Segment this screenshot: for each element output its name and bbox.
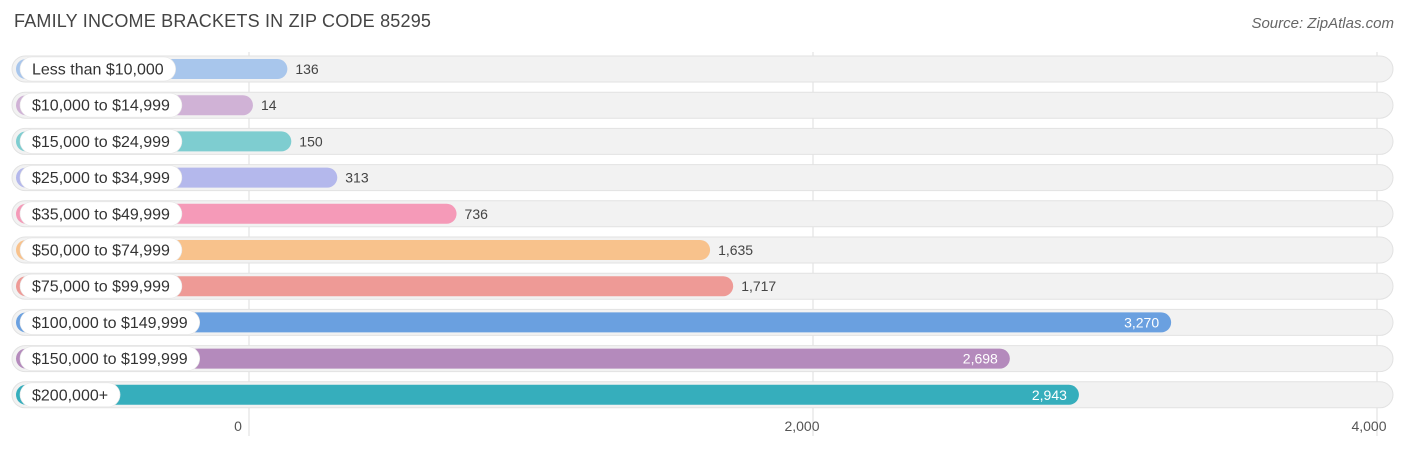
ticks-layer: 0 2,000 4,000 bbox=[234, 418, 1387, 434]
value-label: 736 bbox=[465, 206, 489, 222]
bar bbox=[16, 312, 1172, 333]
bar-track bbox=[11, 164, 1394, 192]
bar bbox=[16, 384, 1079, 405]
category-pill bbox=[19, 310, 201, 335]
category-pill bbox=[19, 201, 183, 227]
rows-layer: Less than $10,000 136 $10,000 to $14,999 14… bbox=[11, 55, 1394, 409]
bar-track bbox=[11, 127, 1394, 155]
chart-title: FAMILY INCOME BRACKETS IN ZIP CODE 85295 bbox=[14, 11, 432, 31]
value-label: 313 bbox=[345, 170, 369, 186]
value-label: 2,698 bbox=[963, 351, 998, 367]
chart-source: Source: ZipAtlas.com bbox=[1251, 15, 1394, 32]
category-pill bbox=[19, 56, 176, 82]
x-tick-label: 2,000 bbox=[784, 418, 819, 434]
value-label: 3,270 bbox=[1124, 314, 1159, 330]
bar bbox=[16, 276, 734, 297]
category-label: Less than $10,000 bbox=[32, 62, 164, 79]
bar-row: $25,000 to $34,999 313 bbox=[11, 164, 1394, 192]
category-pill bbox=[19, 346, 201, 371]
bar-row: Less than $10,000 136 bbox=[11, 55, 1394, 83]
category-pill bbox=[19, 382, 121, 408]
value-label: 150 bbox=[299, 133, 323, 149]
value-label: 1,717 bbox=[741, 278, 776, 294]
bar-track bbox=[11, 91, 1394, 119]
bar-row: $200,000+ 2,943 bbox=[11, 381, 1394, 409]
category-label: $15,000 to $24,999 bbox=[32, 134, 170, 151]
bar bbox=[16, 348, 1010, 369]
category-pill bbox=[19, 165, 183, 190]
category-pill bbox=[19, 92, 183, 118]
category-label: $100,000 to $149,999 bbox=[32, 315, 188, 332]
bar-row: $75,000 to $99,999 1,717 bbox=[11, 272, 1394, 300]
bar-track bbox=[11, 55, 1394, 83]
value-label: 1,635 bbox=[718, 242, 753, 258]
category-pill bbox=[19, 237, 183, 263]
bar-row: $15,000 to $24,999 150 bbox=[11, 127, 1394, 155]
category-label: $150,000 to $199,999 bbox=[32, 351, 188, 368]
category-label: $200,000+ bbox=[32, 387, 108, 404]
category-pill bbox=[19, 129, 183, 154]
value-label: 136 bbox=[295, 61, 319, 77]
x-tick-label: 4,000 bbox=[1351, 418, 1386, 434]
value-label: 14 bbox=[261, 97, 277, 113]
category-label: $10,000 to $14,999 bbox=[32, 98, 170, 115]
bar-row: $100,000 to $149,999 3,270 bbox=[11, 308, 1394, 336]
bar-row: $35,000 to $49,999 736 bbox=[11, 200, 1394, 228]
category-pill bbox=[19, 273, 183, 299]
bar-row: $50,000 to $74,999 1,635 bbox=[11, 236, 1394, 264]
bar-row: $150,000 to $199,999 2,698 bbox=[11, 345, 1394, 373]
bar-row: $10,000 to $14,999 14 bbox=[11, 91, 1394, 119]
value-label: 2,943 bbox=[1032, 387, 1067, 403]
bar bbox=[16, 240, 711, 260]
category-label: $75,000 to $99,999 bbox=[32, 279, 170, 296]
category-label: $35,000 to $49,999 bbox=[32, 206, 170, 223]
category-label: $50,000 to $74,999 bbox=[32, 243, 170, 260]
category-label: $25,000 to $34,999 bbox=[32, 170, 170, 187]
x-tick-label: 0 bbox=[234, 418, 242, 434]
